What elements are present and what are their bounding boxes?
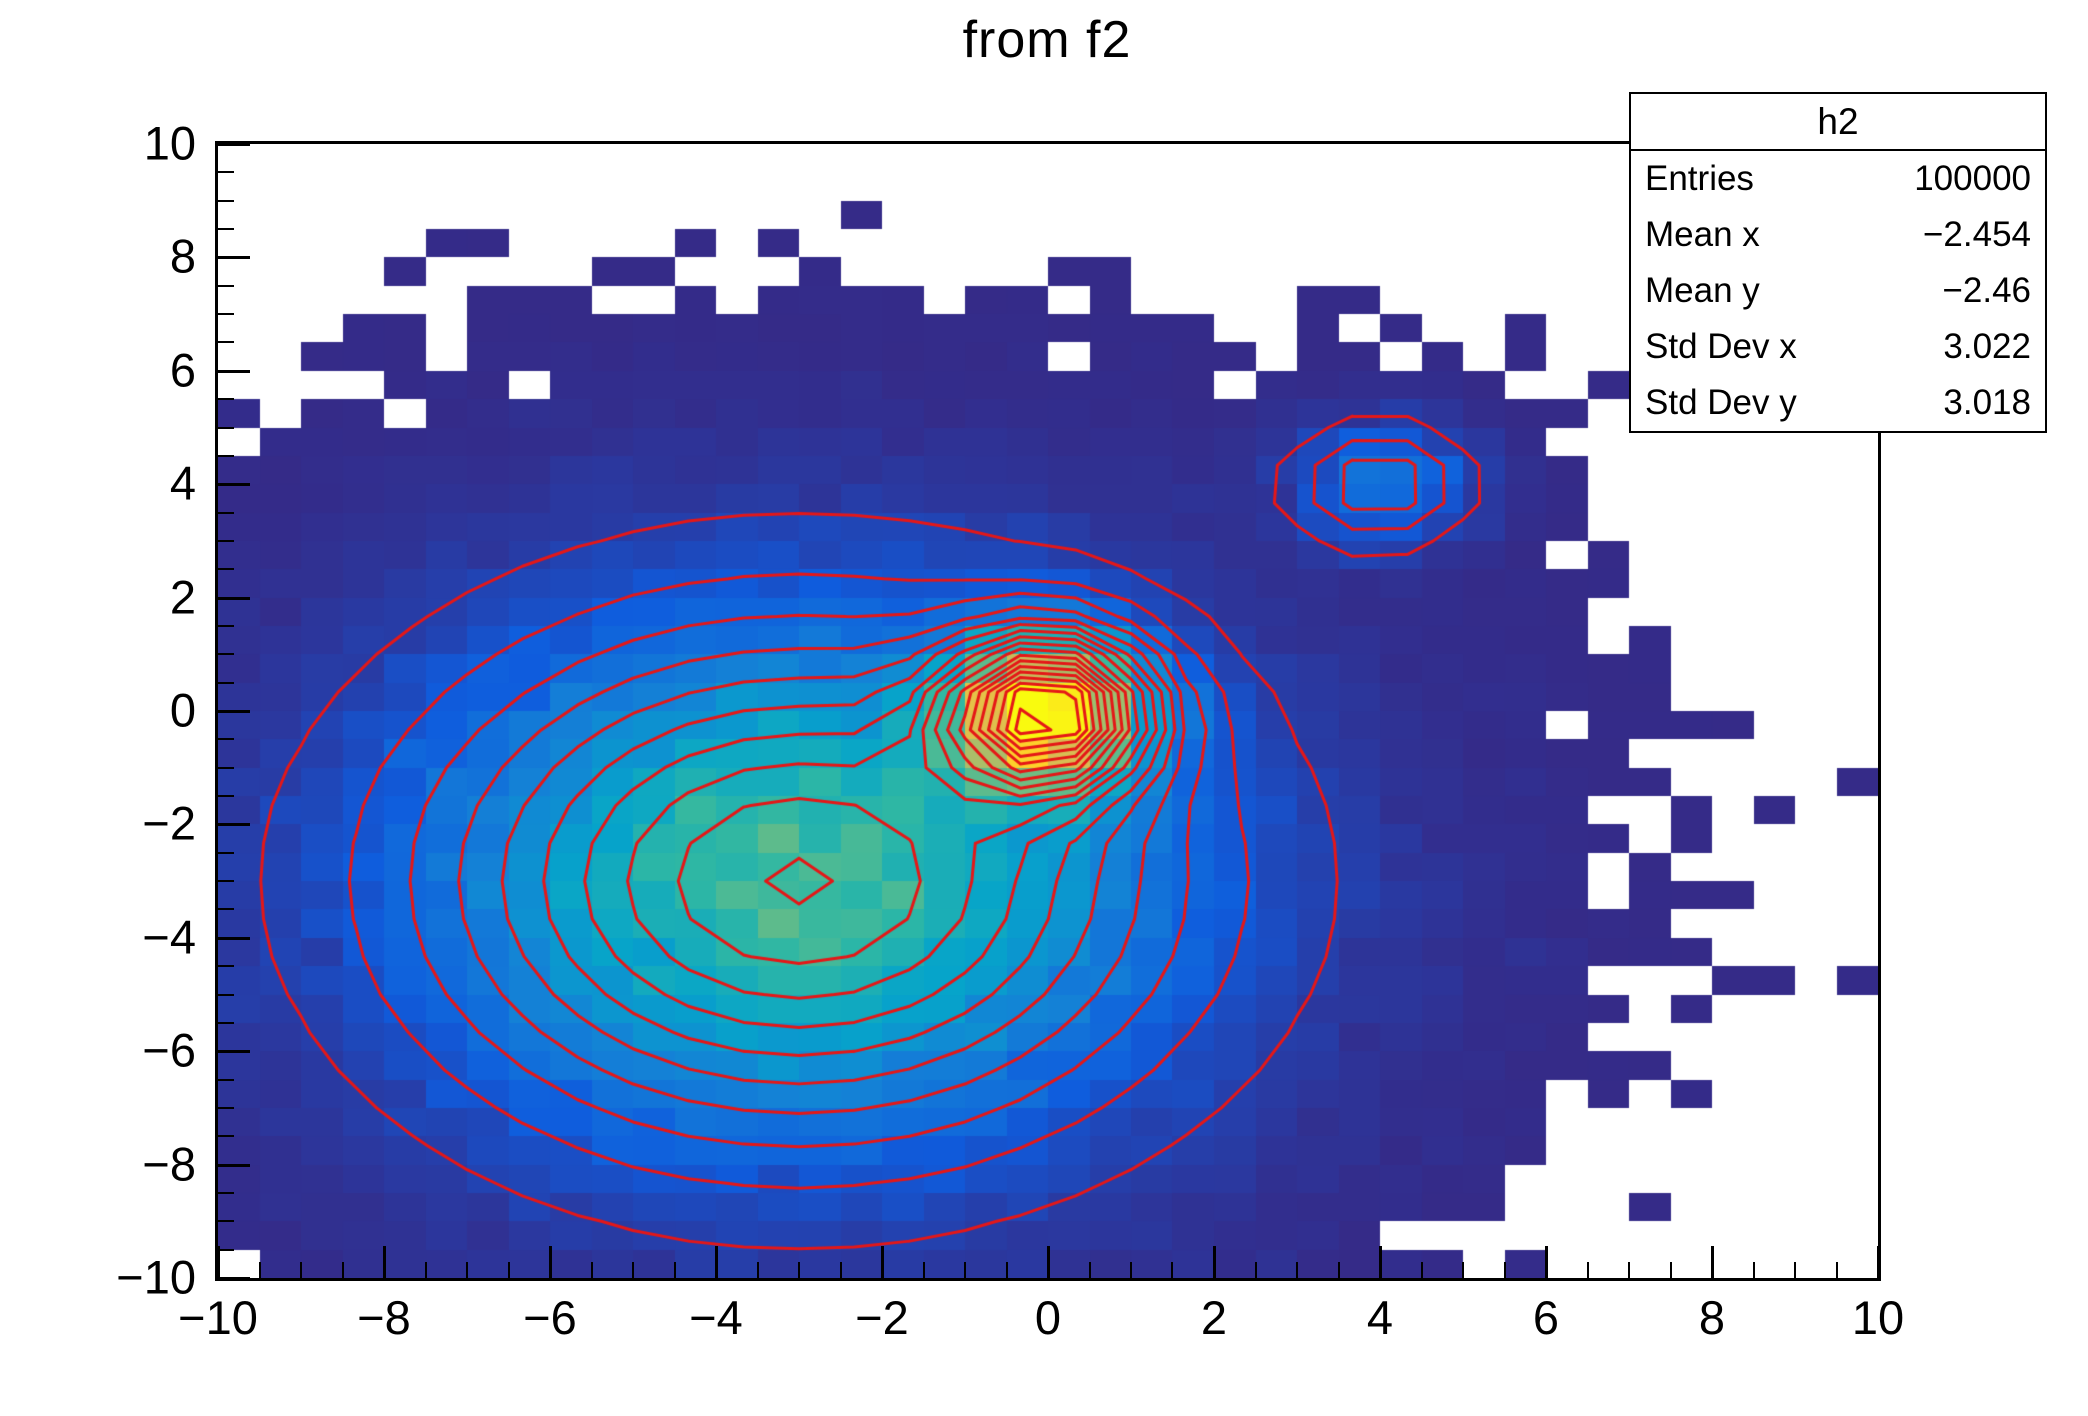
- stats-row: Mean x −2.454: [1631, 207, 2045, 263]
- x-axis-tick-label: −6: [523, 1291, 577, 1344]
- stats-row: Mean y −2.46: [1631, 263, 2045, 319]
- stats-box-rows: Entries 100000 Mean x −2.454 Mean y −2.46 Std …: [1631, 151, 2045, 431]
- x-axis-tick-label: −2: [855, 1291, 909, 1344]
- x-axis-tick-label: 2: [1200, 1291, 1228, 1344]
- stats-row-label: Entries: [1645, 159, 1754, 198]
- y-axis-tick-label: 8: [169, 229, 196, 283]
- x-axis-tick-label: 10: [1851, 1291, 1905, 1344]
- x-axis-tick-label: 4: [1366, 1291, 1394, 1344]
- stats-row-value: 3.018: [1943, 383, 2031, 422]
- plot-title: from f2: [962, 11, 1132, 69]
- stats-row-label: Std Dev y: [1645, 383, 1797, 422]
- y-axis-tick-label: 4: [169, 456, 196, 510]
- stats-row-value: 100000: [1914, 159, 2031, 198]
- y-axis-tick-label: 6: [169, 343, 196, 397]
- stats-row-label: Std Dev x: [1645, 327, 1797, 366]
- x-axis-tick-label: −8: [357, 1291, 411, 1344]
- stats-box: h2 Entries 100000 Mean x −2.454 Mean y −2.46 S…: [1629, 92, 2047, 433]
- y-axis-tick-label: 0: [169, 683, 196, 737]
- x-axis-tick-label: 8: [1698, 1291, 1726, 1344]
- y-axis-tick-label: −2: [142, 796, 196, 850]
- x-axis-tick-label: −10: [178, 1291, 258, 1344]
- stats-row: Entries 100000: [1631, 151, 2045, 207]
- stats-row: Std Dev y 3.018: [1631, 375, 2045, 431]
- stats-row-label: Mean y: [1645, 271, 1760, 310]
- y-axis-tick-label: 10: [143, 116, 196, 170]
- histogram-heatmap: [218, 144, 1878, 1278]
- plot-frame: [215, 141, 1881, 1281]
- stats-row-value: 3.022: [1943, 327, 2031, 366]
- x-axis-tick-label: 0: [1034, 1291, 1062, 1344]
- y-axis-tick-label: −4: [142, 910, 196, 964]
- x-axis-tick-label: −4: [689, 1291, 743, 1344]
- stats-box-title: h2: [1631, 94, 2045, 151]
- stats-row-label: Mean x: [1645, 215, 1760, 254]
- y-axis-tick-label: −10: [116, 1250, 196, 1304]
- y-axis-tick-label: −6: [142, 1023, 196, 1077]
- stats-row-value: −2.454: [1922, 215, 2031, 254]
- stats-row: Std Dev x 3.022: [1631, 319, 2045, 375]
- y-axis-tick-label: 2: [169, 569, 196, 623]
- x-axis-tick-label: 6: [1532, 1291, 1560, 1344]
- stats-row-value: −2.46: [1942, 271, 2031, 310]
- y-axis-tick-label: −8: [142, 1136, 196, 1190]
